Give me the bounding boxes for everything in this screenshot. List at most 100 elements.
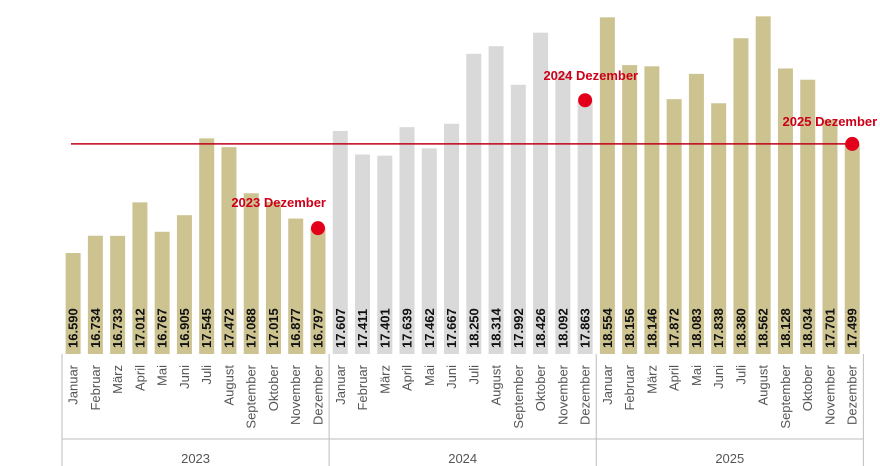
bar xyxy=(288,218,304,354)
month-tick-label: Februar xyxy=(622,364,637,410)
bar xyxy=(822,119,838,355)
value-label: 18.380 xyxy=(733,308,748,348)
month-tick-label: September xyxy=(511,364,526,428)
value-label: 17.472 xyxy=(221,308,236,348)
bar xyxy=(599,17,615,354)
value-label: 17.863 xyxy=(578,308,593,348)
month-tick-label: Mai xyxy=(689,365,704,386)
month-tick-label: September xyxy=(778,364,793,428)
bar xyxy=(755,16,771,355)
annotation-marker xyxy=(845,136,860,151)
value-label: 17.411 xyxy=(355,309,370,348)
value-label: 18.314 xyxy=(489,307,504,348)
bar xyxy=(221,147,237,354)
bar xyxy=(154,231,170,354)
year-label: 2025 xyxy=(715,451,744,466)
bar xyxy=(132,202,148,354)
value-label: 18.426 xyxy=(533,308,548,348)
value-label: 18.554 xyxy=(600,307,615,348)
month-tick-label: Dezember xyxy=(310,364,325,425)
value-label: 16.733 xyxy=(110,308,125,348)
bar xyxy=(577,100,593,355)
bar xyxy=(110,235,126,354)
value-label: 16.734 xyxy=(88,307,103,348)
value-label: 17.015 xyxy=(266,308,281,348)
month-tick-label: November xyxy=(288,364,303,425)
bar xyxy=(488,46,504,355)
month-tick-label: August xyxy=(221,365,236,406)
month-tick-label: Juni xyxy=(177,365,192,389)
annotation-marker xyxy=(578,93,593,108)
month-tick-label: Dezember xyxy=(845,364,860,425)
month-tick-label: März xyxy=(644,365,659,394)
month-tick-label: Juli xyxy=(199,365,214,385)
value-label: 17.872 xyxy=(667,308,682,348)
month-tick-label: März xyxy=(110,365,125,394)
month-tick-label: Februar xyxy=(355,364,370,410)
bar xyxy=(466,53,482,355)
month-tick-label: November xyxy=(555,364,570,425)
bar xyxy=(533,32,549,355)
month-tick-label: Januar xyxy=(333,364,348,404)
value-label: 16.905 xyxy=(177,308,192,348)
bar xyxy=(421,148,437,354)
bar xyxy=(332,130,348,354)
value-label: 18.034 xyxy=(800,307,815,348)
annotation-label: 2025 Dezember xyxy=(783,114,878,129)
value-label: 16.877 xyxy=(288,308,303,348)
value-label: 17.401 xyxy=(377,308,392,348)
month-tick-label: Dezember xyxy=(578,364,593,425)
month-tick-label: Februar xyxy=(88,364,103,410)
value-label: 18.146 xyxy=(644,308,659,348)
value-label: 17.607 xyxy=(333,308,348,348)
bar xyxy=(199,138,215,354)
month-tick-label: August xyxy=(489,365,504,406)
month-tick-label: Juni xyxy=(444,365,459,389)
annotation-marker xyxy=(310,221,325,236)
value-label: 17.462 xyxy=(422,308,437,348)
month-tick-label: Juni xyxy=(711,365,726,389)
bar xyxy=(377,155,393,354)
bar xyxy=(666,99,682,354)
value-label: 17.701 xyxy=(822,308,837,348)
value-label: 18.128 xyxy=(778,308,793,348)
value-label: 17.088 xyxy=(244,308,259,348)
value-label: 17.499 xyxy=(845,308,860,348)
bar xyxy=(711,103,727,355)
value-label: 17.992 xyxy=(511,308,526,348)
bar xyxy=(243,193,259,354)
month-tick-label: Januar xyxy=(66,364,81,404)
month-tick-label: September xyxy=(244,364,259,428)
bar xyxy=(87,235,103,354)
value-label: 16.767 xyxy=(155,308,170,348)
month-tick-label: Mai xyxy=(155,365,170,386)
annotation-label: 2024 Dezember xyxy=(543,68,638,83)
month-tick-label: Juli xyxy=(466,365,481,385)
bar xyxy=(733,38,749,354)
bar xyxy=(510,84,526,354)
month-tick-label: April xyxy=(400,365,415,391)
month-tick-label: November xyxy=(822,364,837,425)
bar xyxy=(444,123,460,354)
month-tick-label: Oktober xyxy=(533,364,548,411)
month-tick-label: April xyxy=(667,365,682,391)
value-label: 18.083 xyxy=(689,308,704,348)
value-label: 18.562 xyxy=(756,308,771,348)
bar xyxy=(844,143,860,354)
month-tick-label: Oktober xyxy=(266,364,281,411)
value-label: 17.545 xyxy=(199,308,214,348)
month-tick-label: Januar xyxy=(600,364,615,404)
bar xyxy=(644,66,660,354)
bar xyxy=(355,154,371,354)
month-tick-label: März xyxy=(377,365,392,394)
bar xyxy=(176,215,192,354)
year-label: 2024 xyxy=(448,451,477,466)
month-tick-label: Oktober xyxy=(800,364,815,411)
bar xyxy=(800,79,816,354)
bar xyxy=(265,202,281,354)
bar xyxy=(622,65,638,354)
bar xyxy=(399,127,415,355)
month-tick-label: August xyxy=(756,365,771,406)
value-label: 18.156 xyxy=(622,308,637,348)
